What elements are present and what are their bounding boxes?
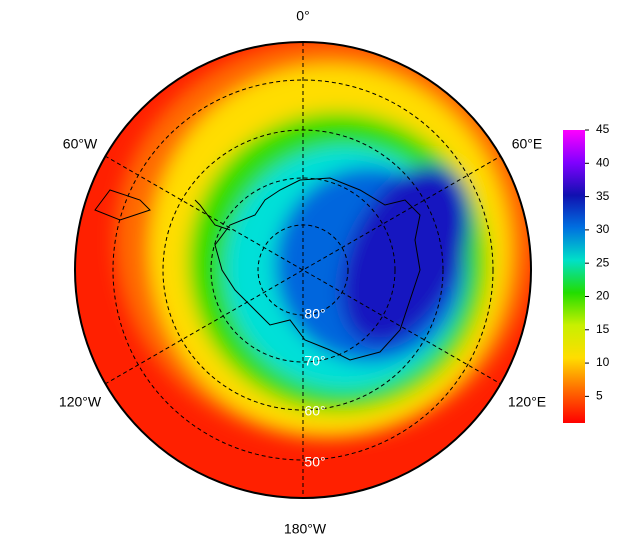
map-border: [74, 41, 532, 499]
colorbar-tick-label: 15: [596, 322, 610, 336]
colorbar-tick-label: 20: [596, 289, 610, 303]
latitude-label: 50°: [304, 454, 325, 470]
colorbar-tick-label: 5: [596, 389, 603, 403]
longitude-label: 120°W: [59, 394, 102, 410]
coastline: [94, 177, 421, 361]
colorbar-tick-label: 10: [596, 355, 610, 369]
latitude-label: 70°: [304, 353, 325, 369]
colorbar: [563, 130, 585, 423]
longitude-label: 0°: [296, 8, 309, 24]
colorbar-tick-label: 45: [596, 122, 610, 136]
field: [75, 42, 531, 498]
longitude-label: 60°E: [512, 136, 543, 152]
longitude-label: 120°E: [508, 394, 546, 410]
colorbar-tick-label: 25: [596, 255, 610, 269]
longitude-label: 180°W: [284, 521, 327, 537]
graticule: [104, 42, 502, 498]
colorbar-tick-label: 35: [596, 189, 610, 203]
latitude-label: 80°: [304, 306, 325, 322]
colorbar-tick-label: 30: [596, 222, 610, 236]
colorbar-tick-label: 40: [596, 155, 610, 169]
latitude-label: 60°: [304, 403, 325, 419]
labels: 0° 60°E 120°E 180°W 120°W 60°W 80° 70° 60° 50°: [59, 8, 546, 537]
longitude-label: 60°W: [63, 136, 98, 152]
